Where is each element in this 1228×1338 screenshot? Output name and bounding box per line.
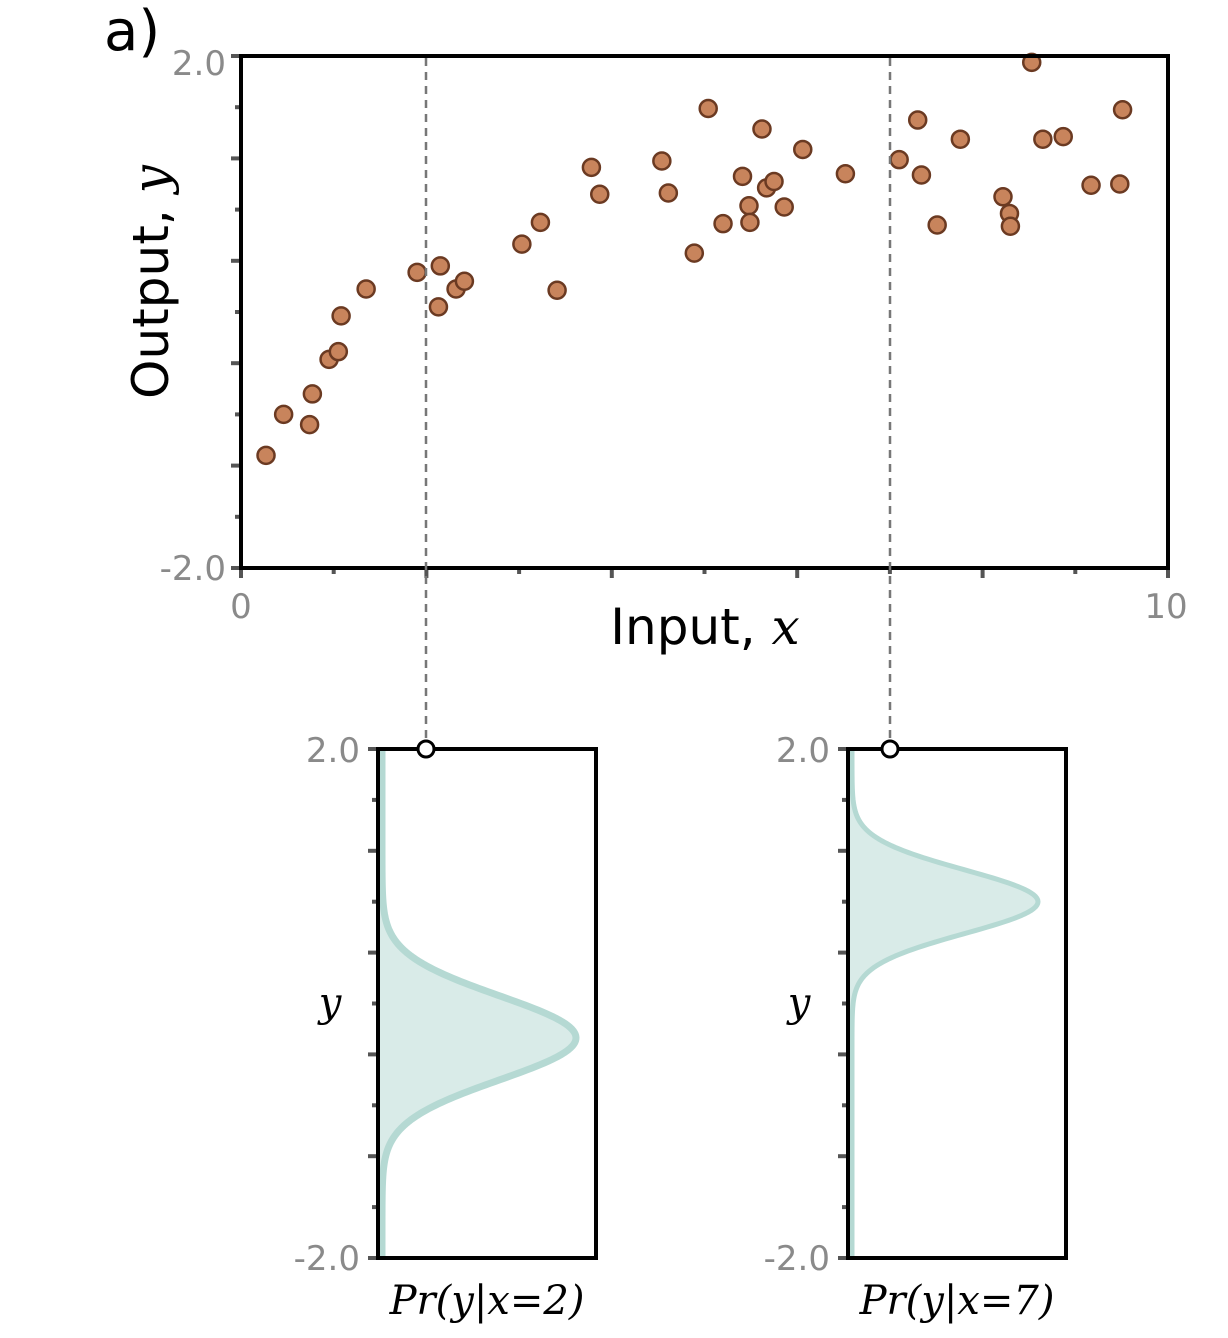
- scatter-point: [950, 129, 971, 149]
- scatter-point: [927, 215, 947, 235]
- scatter-point: [1021, 52, 1042, 73]
- scatter-point: [793, 139, 813, 160]
- scatter-point: [302, 384, 323, 404]
- scatter-point: [652, 151, 672, 171]
- y-tick-label-min-x2: -2.0: [294, 1239, 360, 1279]
- distribution-panel-x2: 2.0 -2.0 y Pr(y|x=2): [294, 731, 598, 1324]
- distribution-fill-x7: [848, 749, 1038, 1258]
- scatter-point: [713, 213, 733, 234]
- scatter-point: [1053, 126, 1073, 147]
- scatter-point: [739, 196, 759, 216]
- scatter-point: [273, 404, 294, 425]
- scatter-points: [256, 52, 1133, 466]
- reference-marker-x2: [416, 739, 436, 759]
- distribution-curve-x7: [849, 748, 1041, 1259]
- reference-marker-x7: [880, 739, 900, 759]
- scatter-point: [1112, 100, 1133, 120]
- scatter-point: [430, 256, 451, 276]
- scatter-point: [911, 165, 932, 185]
- scatter-point: [698, 98, 718, 119]
- y-tick-label-min-x7: -2.0: [764, 1239, 830, 1279]
- distribution-frame-x2: [376, 747, 598, 1260]
- scatter-point: [1033, 129, 1053, 149]
- scatter-point: [907, 110, 928, 130]
- x-tick-label-max: 10: [1144, 587, 1187, 627]
- scatter-point: [684, 243, 705, 263]
- y-axis-title: Output, y: [122, 164, 180, 398]
- x-axis-title-text: Input,: [610, 598, 771, 656]
- scatter-point: [889, 149, 909, 170]
- x-axis-title-var: x: [772, 598, 800, 656]
- scatter-point: [589, 184, 610, 204]
- scatter-point: [356, 279, 376, 299]
- scatter-point: [328, 341, 349, 362]
- scatter-point: [732, 166, 753, 187]
- distribution-fill-x2: [378, 749, 576, 1258]
- y-tick-label-max: 2.0: [172, 44, 226, 84]
- x-axis-label-x7: Pr(y|x=7): [859, 1278, 1055, 1324]
- scatter-point: [331, 306, 351, 326]
- x-tick-label-min: 0: [230, 587, 252, 627]
- distribution-frame-x7: [846, 747, 1068, 1260]
- scatter-point: [658, 183, 679, 203]
- scatter-point: [547, 280, 567, 300]
- x-axis-title: Input, x: [610, 598, 799, 656]
- scatter-point: [454, 271, 475, 292]
- y-tick-label-max-x7: 2.0: [776, 731, 830, 771]
- scatter-point: [774, 197, 794, 217]
- scatter-point: [512, 234, 532, 254]
- y-axis-label-x7: y: [786, 980, 812, 1026]
- scatter-point: [740, 212, 760, 233]
- scatter-point: [407, 262, 427, 283]
- scatter-point: [993, 187, 1013, 207]
- panel-label: a): [104, 0, 160, 64]
- scatter-point: [1110, 174, 1130, 194]
- main-plot-frame: [239, 54, 1170, 570]
- y-tick-label-min: -2.0: [160, 549, 226, 589]
- scatter-point: [764, 171, 784, 192]
- main-plot: 2.0 -2.0 0 10 Input, x Output, y: [122, 44, 1188, 656]
- x-axis-label-x2: Pr(y|x=2): [389, 1278, 585, 1324]
- scatter-point: [581, 157, 602, 178]
- scatter-point: [530, 212, 551, 233]
- scatter-point: [299, 414, 320, 435]
- scatter-point: [256, 445, 276, 466]
- main-axis-ticks: [231, 54, 1170, 578]
- distribution-panel-x7: 2.0 -2.0 y Pr(y|x=7): [764, 731, 1068, 1324]
- y-tick-label-max-x2: 2.0: [306, 731, 360, 771]
- y-axis-label-x2: y: [317, 980, 343, 1026]
- scatter-point: [1000, 216, 1021, 236]
- scatter-point: [428, 297, 449, 317]
- scatter-point: [752, 119, 772, 139]
- y-axis-title-var: y: [122, 164, 180, 195]
- y-axis-title-text: Output,: [122, 193, 180, 398]
- scatter-point: [1081, 175, 1101, 196]
- distribution-curve-x2: [378, 747, 580, 1260]
- scatter-point: [835, 164, 856, 184]
